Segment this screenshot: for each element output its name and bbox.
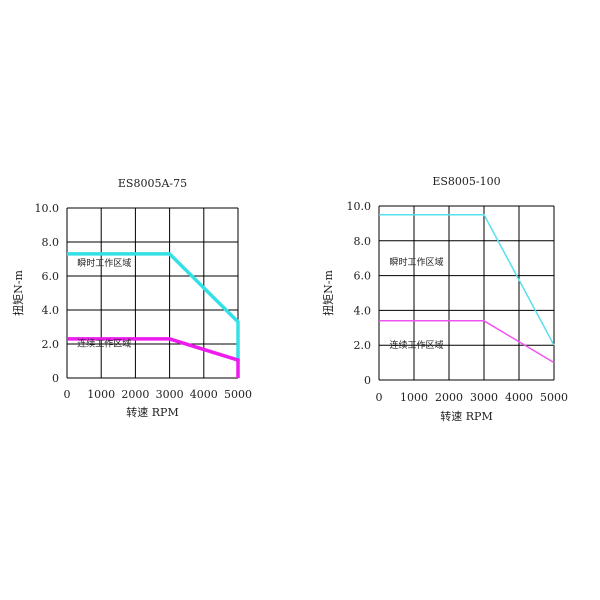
y-tick-label: 8.0 [354, 235, 372, 248]
chart-es8005a-75: ES8005A-75 0 2.0 4.0 6.0 8.0 10.0 0 1000 2000 3000… [11, 177, 252, 419]
y-tick-label: 0 [364, 374, 371, 387]
x-tick-label: 0 [64, 388, 71, 401]
y-tick-label: 4.0 [42, 304, 60, 317]
x-tick-label: 5000 [224, 388, 252, 401]
x-tick-label: 3000 [470, 391, 498, 404]
y-axis-label: 扭矩N-m [11, 270, 25, 316]
peak-torque-line [379, 213, 555, 346]
x-axis-label: 转速 RPM [440, 409, 492, 423]
continuous-region-label: 连续工作区域 [77, 338, 131, 350]
y-tick-label: 2.0 [354, 339, 372, 352]
continuous-region-label: 连续工作区域 [390, 339, 444, 351]
x-tick-label: 2000 [435, 391, 463, 404]
y-tick-label: 0 [52, 372, 59, 385]
x-tick-label: 5000 [540, 391, 568, 404]
peak-region-label: 瞬时工作区域 [390, 256, 444, 268]
x-axis-label: 转速 RPM [126, 405, 178, 419]
peak-torque-line [67, 252, 240, 361]
y-tick-label: 6.0 [354, 270, 372, 283]
x-tick-label: 0 [376, 391, 383, 404]
x-tick-label: 4000 [190, 388, 218, 401]
x-tick-label: 2000 [121, 388, 149, 401]
continuous-torque-line [379, 320, 555, 364]
chart-title: ES8005-100 [432, 175, 500, 188]
y-tick-label: 2.0 [42, 338, 60, 351]
x-tick-label: 1000 [87, 388, 115, 401]
y-tick-label: 10.0 [347, 200, 372, 213]
y-tick-label: 10.0 [35, 202, 60, 215]
continuous-torque-line [67, 337, 240, 378]
chart-title: ES8005A-75 [118, 177, 187, 190]
y-tick-label: 6.0 [42, 270, 60, 283]
chart-es8005-100: ES8005-100 0 2.0 4.0 6.0 8.0 10.0 0 1000 2000 3000… [321, 175, 568, 423]
y-axis-label: 扭矩N-m [321, 270, 335, 316]
y-tick-label: 8.0 [42, 236, 60, 249]
x-tick-label: 1000 [400, 391, 428, 404]
x-tick-label: 4000 [505, 391, 533, 404]
x-tick-label: 3000 [156, 388, 184, 401]
peak-region-label: 瞬时工作区域 [77, 257, 131, 269]
y-tick-label: 4.0 [354, 304, 372, 317]
